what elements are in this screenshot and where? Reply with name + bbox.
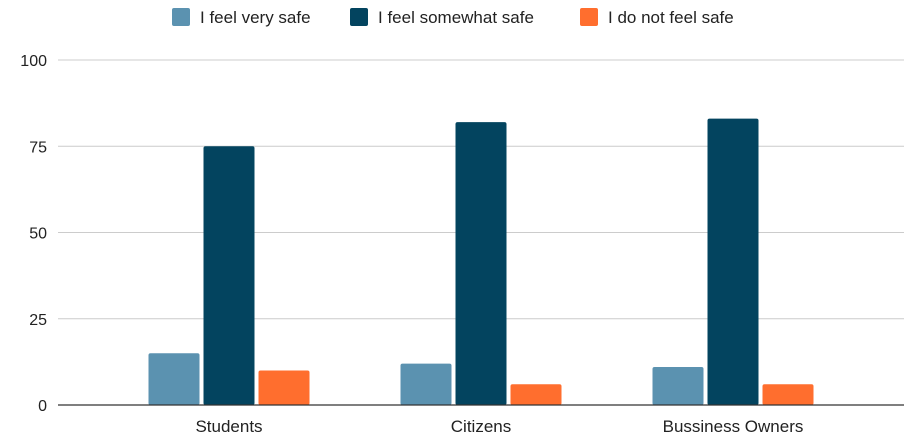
y-tick-label: 75 [29, 139, 47, 156]
y-tick-label: 100 [20, 53, 47, 70]
legend-label: I feel somewhat safe [378, 8, 534, 27]
x-tick-label: Bussiness Owners [663, 417, 804, 436]
legend-swatch [172, 8, 190, 26]
y-tick-label: 25 [29, 312, 47, 329]
legend: I feel very safe I feel somewhat safe I do… [172, 8, 734, 27]
y-tick-label: 0 [38, 398, 47, 415]
bar [510, 384, 562, 405]
y-tick-label: 50 [29, 226, 47, 243]
bars [148, 118, 814, 406]
legend-swatch [350, 8, 368, 26]
bar [258, 370, 310, 405]
legend-item: I feel somewhat safe [350, 8, 534, 27]
bar [148, 353, 200, 405]
x-tick-label: Students [195, 417, 262, 436]
legend-label: I do not feel safe [608, 8, 734, 27]
bar [707, 118, 759, 406]
y-axis: 0 25 50 75 100 [20, 53, 47, 415]
bar [762, 384, 814, 405]
x-tick-label: Citizens [451, 417, 511, 436]
bar [400, 363, 452, 405]
bar [203, 146, 255, 405]
legend-label: I feel very safe [200, 8, 311, 27]
legend-item: I do not feel safe [580, 8, 734, 27]
bar [455, 122, 507, 405]
legend-item: I feel very safe [172, 8, 311, 27]
legend-swatch [580, 8, 598, 26]
bar [652, 367, 704, 405]
x-axis: Students Citizens Bussiness Owners [58, 404, 904, 436]
